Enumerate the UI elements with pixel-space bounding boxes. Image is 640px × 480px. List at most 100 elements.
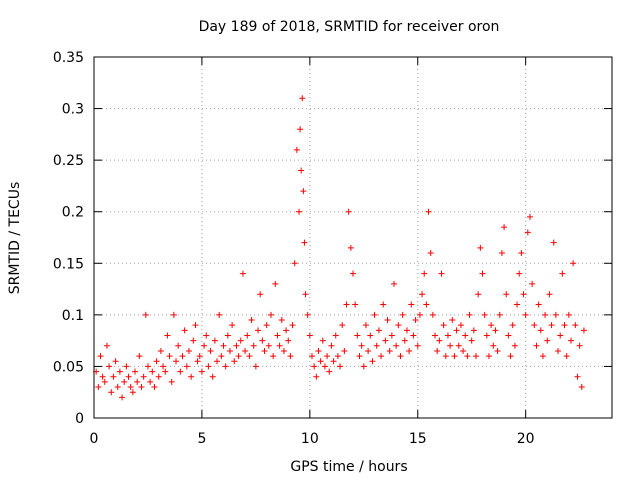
data-point: [259, 337, 266, 344]
data-point: [192, 322, 199, 329]
data-point: [257, 291, 264, 298]
data-point: [224, 332, 231, 339]
data-point: [155, 373, 162, 380]
data-point: [263, 322, 270, 329]
data-point: [168, 378, 175, 385]
data-point: [350, 270, 356, 277]
data-point: [453, 327, 460, 334]
x-tick-label: 0: [90, 431, 99, 447]
data-point: [140, 373, 147, 380]
data-point: [162, 368, 169, 375]
data-point: [218, 353, 225, 360]
data-point: [125, 373, 132, 380]
data-point: [252, 363, 259, 370]
data-point: [563, 353, 570, 360]
data-points: [93, 95, 587, 401]
data-point: [412, 317, 419, 324]
data-point: [544, 337, 551, 344]
data-point: [149, 368, 156, 375]
data-point: [226, 347, 233, 354]
data-point: [572, 322, 579, 329]
data-point: [108, 389, 115, 396]
data-point: [395, 322, 402, 329]
data-point: [166, 353, 173, 360]
data-point: [559, 270, 566, 277]
chart-title: Day 189 of 2018, SRMTID for receiver oro…: [199, 19, 500, 35]
data-point: [354, 332, 361, 339]
data-point: [466, 311, 473, 318]
data-point: [157, 347, 164, 354]
data-point: [339, 322, 346, 329]
data-point: [380, 301, 387, 308]
data-point: [384, 317, 391, 324]
data-point: [299, 95, 306, 102]
data-point: [442, 353, 449, 360]
data-point: [246, 353, 253, 360]
data-point: [511, 342, 518, 349]
data-point: [116, 368, 123, 375]
data-point: [239, 270, 246, 277]
data-point: [462, 332, 469, 339]
data-point: [203, 332, 210, 339]
data-point: [533, 342, 540, 349]
data-point: [356, 353, 363, 360]
data-point: [132, 368, 139, 375]
data-point: [270, 353, 277, 360]
data-point: [261, 347, 268, 354]
x-axis-label: GPS time / hours: [290, 459, 407, 475]
data-point: [550, 239, 557, 246]
data-point: [455, 342, 462, 349]
data-point: [110, 373, 117, 380]
data-point: [106, 363, 113, 370]
data-point: [112, 358, 119, 365]
data-point: [114, 384, 121, 391]
data-point: [248, 317, 255, 324]
data-point: [231, 358, 238, 365]
data-point: [345, 208, 352, 215]
data-point: [341, 347, 348, 354]
data-point: [153, 358, 160, 365]
data-point: [440, 322, 447, 329]
data-point: [427, 249, 434, 256]
data-point: [546, 291, 553, 298]
data-point: [358, 342, 365, 349]
data-point: [147, 378, 154, 385]
data-point: [283, 327, 290, 334]
data-point: [170, 311, 177, 318]
data-point: [481, 311, 488, 318]
data-point: [557, 332, 564, 339]
data-point: [494, 347, 501, 354]
data-point: [375, 327, 382, 334]
data-point: [276, 342, 283, 349]
data-point: [121, 378, 128, 385]
x-tick-label: 5: [197, 431, 206, 447]
data-point: [274, 332, 281, 339]
data-point: [539, 353, 546, 360]
data-point: [362, 322, 369, 329]
data-point: [542, 311, 549, 318]
grid-lines: [94, 57, 612, 418]
x-tick-label: 15: [409, 431, 427, 447]
y-axis-label: SRMTID / TECUs: [7, 182, 23, 295]
data-point: [138, 384, 145, 391]
data-point: [479, 270, 486, 277]
data-point: [301, 239, 308, 246]
data-point: [127, 384, 134, 391]
data-point: [97, 353, 104, 360]
data-point: [173, 358, 180, 365]
data-point: [296, 208, 303, 215]
data-point: [365, 347, 372, 354]
data-point: [451, 353, 458, 360]
data-point: [570, 260, 577, 267]
data-point: [300, 188, 307, 195]
data-point: [514, 301, 521, 308]
data-point: [378, 353, 385, 360]
data-point: [473, 353, 480, 360]
y-tick-label: 0.1: [62, 308, 84, 324]
axis-ticks: 0 0.05 0.1 0.15 0.2 0.25 0.3 0.35 0 5 10 15 20: [53, 50, 612, 447]
data-point: [255, 327, 262, 334]
data-point: [101, 378, 108, 385]
data-point: [298, 167, 305, 174]
data-point: [520, 291, 527, 298]
